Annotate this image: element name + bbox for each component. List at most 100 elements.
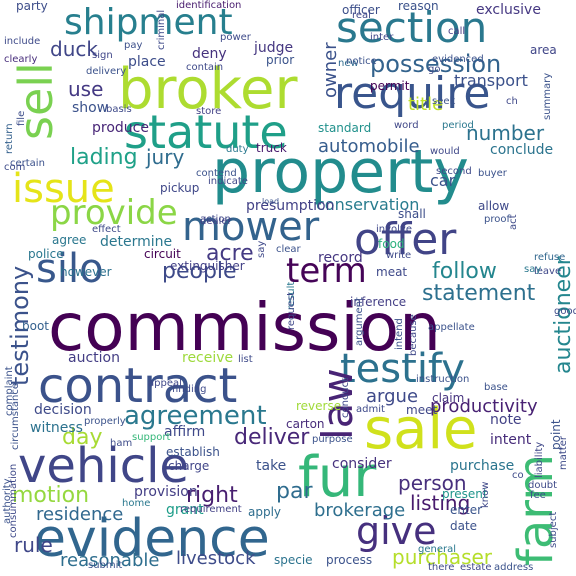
word-motion: motion [12,483,89,508]
word-request: request [286,292,297,330]
word-sale: sale [364,397,478,462]
word-know: know [480,482,491,508]
word-duck: duck [50,37,98,61]
word-require: require [334,68,490,119]
word-agreement: agreement [124,401,267,431]
word-finding: finding [172,384,206,395]
word-automobile: automobile [318,136,420,157]
word-extinguisher: extinguisher [170,259,245,273]
word-provide: provide [50,193,178,233]
word-vehicle: vehicle [18,438,189,494]
word-say: say [524,264,541,275]
word-evidence: evidence [34,509,270,569]
word-real: real [352,10,371,21]
word-support: support [132,432,170,443]
word-enter: enter [450,503,482,517]
word-purchase: purchase [450,458,514,474]
word-intent: intent [490,432,532,448]
word-statement: statement [422,281,536,306]
word-home: home [122,498,150,509]
word-transport: transport [454,71,528,90]
word-boot: boot [22,319,49,333]
word-record: record [318,250,363,266]
word-would: would [430,146,460,157]
word-base: base [484,382,508,393]
word-shall: shall [398,207,426,221]
word-witness: witness [30,420,83,436]
word-grant: grant [166,502,204,518]
word-silo: silo [36,246,104,292]
word-productivity: productivity [430,396,538,417]
word-subject: subject [548,512,559,548]
word-livestock: livestock [176,548,256,569]
word-circumstance: circumstance [10,383,21,450]
word-instruction: instruction [416,374,469,385]
word-produce: produce [92,120,149,136]
word-liability: liability [534,442,545,478]
word-receive: receive [182,350,233,366]
word-offer: offer [354,214,457,265]
word-show: show [72,100,108,116]
word-reverse: reverse [296,399,341,413]
word-jury: jury [145,145,184,169]
word-delivery: delivery [86,66,126,77]
word-address: address [494,562,533,573]
word-result: result [286,282,297,310]
word-identification: identification [176,0,241,11]
word-summary: summary [542,73,553,120]
word-fur: fur [298,445,377,510]
word-specie: specie [274,553,313,567]
word-provision: provision [134,484,198,500]
word-decision: decision [34,402,92,418]
word-party: party [16,0,48,13]
word-proof: proof [484,214,510,225]
word-ham: ham [110,438,132,449]
word-period: period [442,120,474,131]
word-act: act [508,214,519,230]
word-law: law [313,368,362,440]
word-new: new [338,58,359,69]
word-contend: contend [196,168,237,179]
word-acre: acre [206,241,254,266]
word-word: word [394,120,419,131]
word-dealer: dealer [200,216,233,227]
word-criminal: criminal [156,10,167,50]
word-right: right [186,483,238,508]
word-affirm: affirm [164,424,205,440]
word-place: place [128,54,166,70]
word-broker: broker [118,57,298,122]
word-truck: truck [256,141,287,155]
word-go: go [428,64,440,75]
word-food: food [378,237,405,251]
word-conduct: conduct [340,378,351,418]
word-clear: clear [276,244,302,255]
word-charge: charge [168,459,209,473]
word-say: say [256,241,267,258]
word-pay: pay [124,40,142,51]
word-owner: owner [320,42,341,98]
word-there: there [428,562,454,573]
word-file: file [16,111,27,126]
word-date: date [450,519,477,533]
word-point: point [549,419,563,450]
word-contain: contain [186,62,223,73]
word-store: store [196,106,221,117]
word-seek: seek [432,96,456,107]
word-prior: prior [266,53,294,67]
word-properly: properly [84,416,126,427]
word-par: par [276,479,313,504]
word-number: number [466,121,545,145]
word-authority: authority [2,478,13,524]
word-car: car [430,171,456,190]
word-general: general [418,544,456,555]
word-rule: rule [14,533,53,557]
word-estate: estate [460,562,491,573]
word-involve: involve [376,224,412,235]
word-determine: determine [100,234,172,250]
word-note: note [490,412,522,428]
word-police: police [28,247,64,261]
word-permit: permit [370,79,410,93]
word-however: however [60,265,112,279]
word-farm: farm [508,454,564,566]
